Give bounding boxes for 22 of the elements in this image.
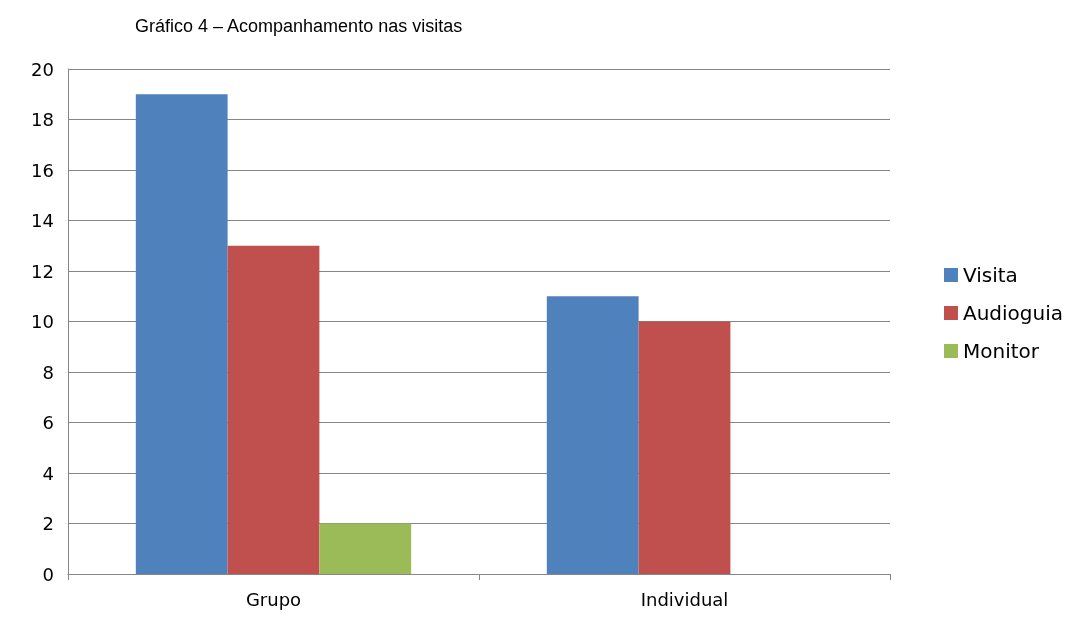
y-tick-label: 18 xyxy=(31,109,54,130)
x-tick-label: Grupo xyxy=(245,588,302,610)
y-tick-label: 4 xyxy=(42,462,54,484)
y-tick-label: 10 xyxy=(31,311,54,332)
y-tick-label: 0 xyxy=(42,563,54,585)
bar xyxy=(227,245,320,574)
legend-label: Monitor xyxy=(962,339,1040,363)
bar xyxy=(546,296,639,574)
legend-label: Visita xyxy=(962,263,1018,287)
y-tick-label: 16 xyxy=(31,159,54,181)
chart-title: Gráfico 4 – Acompanhamento nas visitas xyxy=(135,16,463,36)
y-tick-label: 14 xyxy=(31,210,54,231)
bar xyxy=(638,321,731,574)
y-tick-label: 6 xyxy=(42,412,54,433)
y-tick-label: 20 xyxy=(31,58,54,80)
y-tick-label: 12 xyxy=(31,260,54,282)
y-tick-label: 8 xyxy=(42,361,54,383)
legend-label: Audioguia xyxy=(962,301,1063,325)
bar xyxy=(135,94,228,574)
bar xyxy=(319,523,412,574)
x-tick-label: Individual xyxy=(640,588,729,610)
y-tick-label: 2 xyxy=(42,513,54,534)
